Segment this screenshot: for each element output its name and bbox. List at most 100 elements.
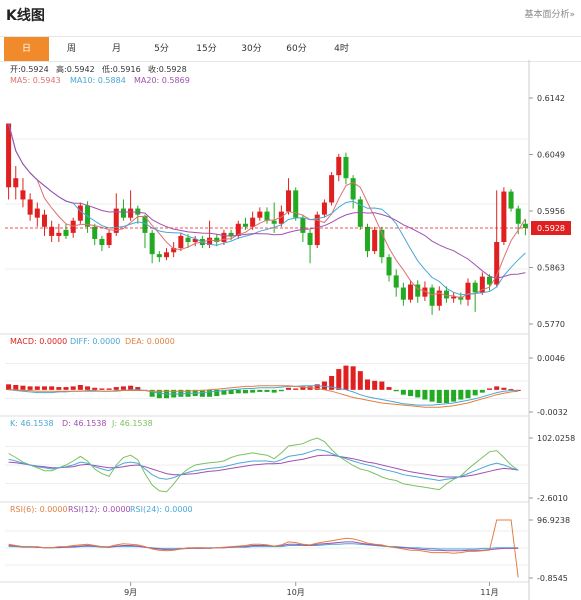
candle-body [336,156,342,176]
candle-body [235,223,241,236]
macd-bar [350,366,356,390]
fundamental-analysis-link[interactable]: 基本面分析» [524,10,575,20]
macd-bar [343,365,349,390]
candle-body [465,282,471,300]
macd-bar [13,385,19,390]
ma20-line [8,123,526,279]
macd-bar [465,389,471,399]
macd-bar [357,371,363,390]
rsi24-line [8,543,519,550]
macd-bar [207,389,213,397]
ma5-legend: MA5: 0.5943 [10,76,61,85]
j-line [8,437,519,493]
candle-body [13,178,19,188]
macd-bar [63,387,69,390]
candle-body [350,178,356,200]
price-tick-label: 0.5863 [537,264,565,273]
macd-bar [70,386,76,390]
rsi6-legend: RSI(6): 0.0000 [10,505,68,514]
tab-6[interactable]: 60分 [286,44,307,54]
tab-5[interactable]: 30分 [241,44,262,54]
price-tick-label: 0.5770 [537,320,565,329]
ma10-legend: MA10: 0.5884 [70,76,126,85]
tab-7[interactable]: 4时 [334,44,349,54]
candle-body [257,211,263,218]
macd-bar [156,389,162,399]
candle-body [128,208,134,218]
macd-bar [329,376,335,390]
macd-legend: MACD: 0.0000 [10,337,67,346]
candle-body [494,241,500,285]
candle-body [508,191,514,209]
macd-bar [49,386,55,390]
macd-bar [99,388,105,390]
macd-bar [199,389,205,397]
tab-3[interactable]: 5分 [154,44,169,54]
candle-body [192,238,198,242]
dea-legend: DEA: 0.0000 [125,337,175,346]
tab-1[interactable]: 周 [66,44,76,54]
diff-line [8,385,519,406]
candle-body [214,237,220,242]
candle-body [436,290,442,306]
price-tick-label: 0.6049 [537,151,565,160]
macd-bar [408,389,414,397]
macd-bar [34,386,40,390]
candle-body [329,175,335,203]
tab-4[interactable]: 15分 [196,44,217,54]
candle-body [70,220,76,233]
tab-2[interactable]: 月 [111,44,121,54]
kline-chart: 0.6142 0.6049 0.5956 0.5863 0.5770 0.5928 开:0.… [0,60,575,600]
candle-body [379,229,385,258]
page-title: K线图 [6,8,45,24]
macd-bar [77,385,83,390]
candle-body [142,215,148,233]
candle-body [487,276,493,285]
j-legend: J: 46.1538 [111,419,153,428]
ma10-line [8,123,526,296]
candle-body [120,208,126,218]
macd-bar [264,389,270,392]
candle-body [171,248,177,253]
macd-bar [228,389,234,394]
macd-bar [494,386,500,390]
macd-bar [250,389,256,393]
macd-bar [386,387,392,390]
ma20-legend: MA20: 0.5869 [134,76,190,85]
macd-bar [422,389,428,400]
macd-bar [41,386,47,390]
macd-bar [515,389,521,391]
candle-body [63,229,69,236]
candle-body [522,223,528,229]
dea-line [8,385,519,408]
candle-body [386,257,392,276]
macd-tick-label: 0.0046 [537,354,565,363]
k-line [8,448,519,482]
macd-bar [271,389,277,393]
macd-bar [286,387,292,390]
macd-bar [56,387,62,390]
x-tick-label: 11月 [480,588,498,597]
header: K线图 基本面分析» [0,0,581,30]
candle-body [106,232,112,246]
d-line [8,454,519,478]
candle-body [286,190,292,212]
candle-body [156,254,162,258]
rsi24-legend: RSI(24): 0.0000 [130,505,193,514]
macd-bar [372,380,378,390]
macd-bar [293,388,299,390]
macd-bar [379,381,385,390]
candle-body [278,211,284,224]
macd-bar [27,386,33,390]
tab-0[interactable]: 日 [4,37,49,61]
macd-bar [149,389,155,397]
candle-body [451,296,457,299]
candle-body [34,208,40,218]
candle-body [185,237,191,242]
kdj-tick-label: -2.6010 [537,494,568,503]
macd-bar [472,389,478,396]
macd-bar [278,389,284,392]
candle-body [207,237,213,246]
candle-body [372,229,378,252]
high-legend: 高:0.5942 [56,64,95,74]
